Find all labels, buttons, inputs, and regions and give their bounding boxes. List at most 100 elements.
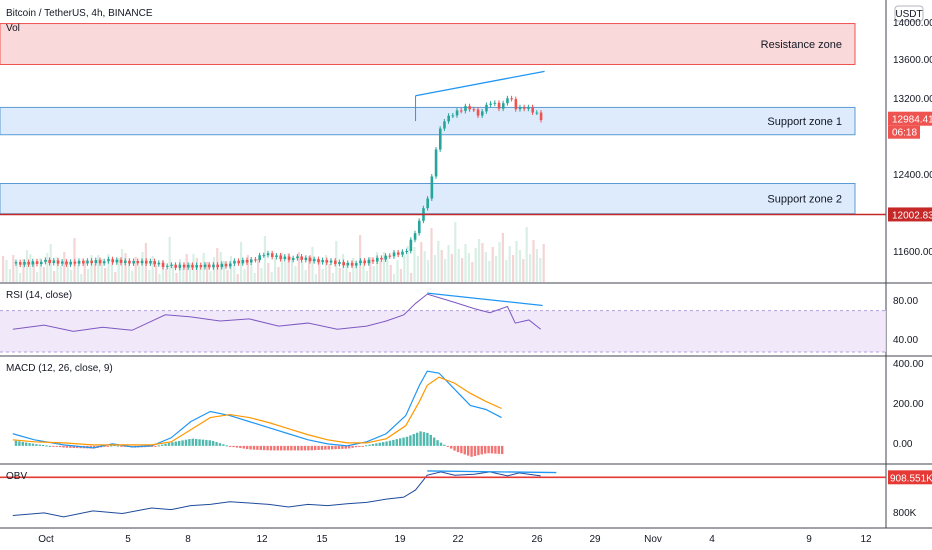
macd-hist-bar [341,445,344,449]
candle [77,260,81,264]
x-tick-label: Oct [38,534,54,545]
candle [65,261,68,265]
volume-bar [488,261,491,282]
candle [228,263,232,267]
macd-hist-bar [242,445,245,449]
volume-bar [46,253,49,282]
candle [90,260,93,264]
x-tick-label: 4 [709,534,715,545]
price-tick-label: 12400.00 [893,170,932,181]
volume-bar [508,246,511,282]
volume-bar [440,250,443,282]
candle [338,262,341,264]
candle [69,261,72,265]
macd-hist-bar [463,445,466,455]
macd-hist-bar [228,445,232,447]
candle [300,256,303,261]
candle [493,102,497,104]
candle [518,107,522,110]
volume-bar [512,255,515,282]
macd-hist-bar [317,445,320,450]
volume-bar [410,273,413,282]
volume-bar [430,228,433,282]
obv-tag-label: 908.551K [890,473,932,484]
rsi-line [12,293,541,332]
resistance-trendline[interactable] [415,70,545,97]
macd-hist-bar [154,445,157,447]
volume-bar [151,256,154,282]
candle [451,115,455,117]
macd-hist-bar [483,445,487,454]
candle [111,259,114,263]
candles [14,95,543,271]
volume-bar [386,256,389,282]
volume-bar [501,233,504,282]
volume-bar [474,248,477,282]
macd-hist-bar [75,445,79,449]
volume-bar [104,268,107,282]
volume-bar [277,267,280,282]
candle [224,263,228,267]
volume-bar [134,257,137,282]
candle [375,257,379,262]
candle [182,264,186,268]
macd-hist-bar [266,445,269,451]
volume-bar [413,247,416,282]
candle [157,262,161,265]
volume-bar [260,268,263,282]
macd-hist-bar [402,437,405,446]
candle [485,104,488,112]
macd-hist-bar [205,439,208,446]
volume-bar [263,236,266,282]
volume-bar [240,242,243,282]
candle [220,263,224,268]
macd-hist-bar [358,445,361,447]
volume-bar [314,274,317,282]
volume-bar [63,252,66,282]
volume-bar [345,263,348,282]
macd-hist-bar [28,443,31,446]
candle [333,260,337,264]
candle [216,264,219,268]
price-tick-label: 13600.00 [893,55,932,66]
candle [342,262,345,266]
volume-bar [121,249,124,282]
volume-bar [328,264,331,282]
candle [426,198,429,209]
candle [149,261,152,264]
candle [325,260,329,263]
macd-hist-bar [470,445,473,457]
candle [396,252,400,255]
candle [350,262,354,266]
macd-hist-bar [371,444,375,446]
currency-badge[interactable] [894,5,924,22]
volume-bar [342,254,345,282]
volume-bar [114,272,117,282]
volume-bar [155,265,158,282]
candle [304,257,308,261]
candle [136,261,140,264]
macd-hist-bar [18,441,21,446]
macd-hist-bar [120,445,123,447]
macd-hist-bar [409,435,412,446]
volume-bar [433,255,436,282]
candle [102,261,106,264]
obv-trendline[interactable] [427,470,557,474]
volume-bar [22,259,25,282]
candle [438,128,442,150]
candle [388,255,392,257]
macd-hist-bar [324,445,327,450]
x-tick-label: 12 [860,534,872,545]
volume-bar [382,252,385,282]
volume-bar [257,259,260,282]
candle [52,260,56,264]
volume-bar [379,261,382,282]
macd-hist-bar [41,445,45,447]
volume-bar [8,269,11,282]
candle [514,99,518,110]
macd-hist-bar [184,439,188,446]
macd-hist-bar [194,438,198,446]
volume-bar [53,271,56,282]
rsi-divergence-line[interactable] [427,292,543,307]
